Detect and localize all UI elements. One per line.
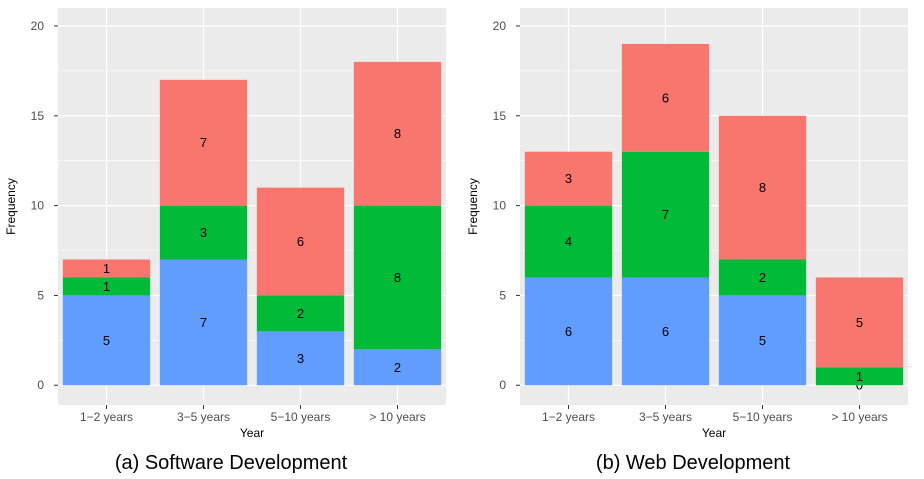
- bar-segment: [524, 277, 613, 386]
- bar-segment: [353, 205, 442, 350]
- bar-value-label: 2: [297, 306, 304, 321]
- bar-segment: [353, 61, 442, 206]
- y-tick-label: 15: [31, 109, 45, 123]
- bar-value-label: 6: [662, 324, 669, 339]
- y-tick-label: 10: [493, 199, 507, 213]
- y-tick-label: 20: [31, 19, 45, 33]
- x-axis-title: Year: [240, 426, 264, 440]
- bar-value-label: 1: [103, 279, 110, 294]
- y-tick-label: 5: [499, 288, 506, 302]
- bar-value-label: 7: [200, 315, 207, 330]
- x-tick-label: 5−10 years: [733, 410, 793, 424]
- bar-segment: [159, 205, 248, 260]
- y-tick-label: 20: [493, 19, 507, 33]
- bar-segment: [62, 295, 151, 386]
- y-tick-label: 0: [499, 378, 506, 392]
- bar-segment: [621, 43, 710, 152]
- x-tick-label: > 10 years: [831, 410, 887, 424]
- bar-value-label: 6: [297, 234, 304, 249]
- bar-segment: [159, 259, 248, 386]
- bar-value-label: 6: [662, 90, 669, 105]
- y-axis-title: Frequency: [466, 178, 480, 235]
- bar-value-label: 5: [856, 315, 863, 330]
- bar-value-label: 8: [759, 180, 766, 195]
- y-axis-title: Frequency: [4, 178, 18, 235]
- bar-value-label: 5: [103, 333, 110, 348]
- chart-panel-software: 5 1 1 7 3 7 3 2 6 2 8 8 0 5 10 15 20 1−2 years 3−5 years 5−…: [4, 8, 446, 474]
- bar-value-label: 5: [759, 333, 766, 348]
- bar-segment: [718, 295, 807, 386]
- bar-segment: [815, 277, 904, 368]
- x-tick-label: 3−5 years: [639, 410, 692, 424]
- bar-segment: [256, 187, 345, 296]
- bar-segment: [621, 151, 710, 278]
- bar-value-label: 3: [565, 171, 572, 186]
- bar-value-label: 1: [103, 261, 110, 276]
- bar-value-label: 8: [394, 126, 401, 141]
- bar-segment: [256, 295, 345, 332]
- bar-segment: [815, 367, 904, 386]
- bar-segment: [718, 115, 807, 260]
- bar-value-label: 3: [200, 225, 207, 240]
- x-tick-label: 5−10 years: [271, 410, 331, 424]
- bar-segment: [353, 349, 442, 386]
- bar-value-label: 4: [565, 234, 572, 249]
- x-tick-label: 3−5 years: [177, 410, 230, 424]
- bar-value-label: 6: [565, 324, 572, 339]
- bar-segment: [718, 259, 807, 296]
- bar-value-label: 3: [297, 351, 304, 366]
- bar-value-label: 8: [394, 270, 401, 285]
- bar-segment: [62, 259, 151, 278]
- bar-segment: [524, 205, 613, 278]
- chart-caption: (a) Software Development: [114, 452, 348, 474]
- bar-segment: [524, 151, 613, 206]
- x-tick-label: 1−2 years: [80, 410, 133, 424]
- chart-caption: (b) Web Development: [595, 452, 791, 474]
- bar-segment: [621, 277, 710, 386]
- bar-value-label: 7: [200, 135, 207, 150]
- x-tick-label: > 10 years: [369, 410, 425, 424]
- y-tick-label: 5: [37, 288, 44, 302]
- bar-value-label: 2: [394, 360, 401, 375]
- x-axis-title: Year: [702, 426, 726, 440]
- y-tick-label: 10: [31, 199, 45, 213]
- bar-segment: [159, 79, 248, 206]
- bar-value-label: 7: [662, 207, 669, 222]
- bar-value-label: 2: [759, 270, 766, 285]
- bar-segment: [62, 277, 151, 296]
- y-tick-label: 15: [493, 109, 507, 123]
- bar-segment: [256, 331, 345, 386]
- y-tick-label: 0: [37, 378, 44, 392]
- bar-value-label: 1: [856, 369, 863, 384]
- x-tick-label: 1−2 years: [542, 410, 595, 424]
